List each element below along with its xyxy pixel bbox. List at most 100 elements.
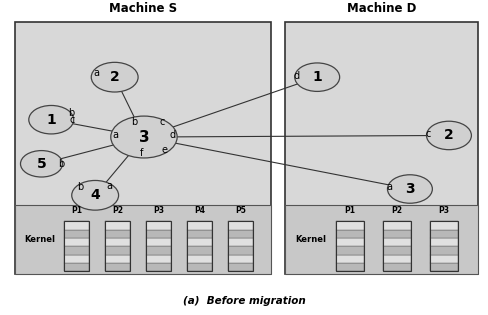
Text: f: f bbox=[140, 148, 143, 158]
Bar bbox=[228, 263, 253, 271]
Bar bbox=[146, 263, 171, 271]
Bar bbox=[430, 230, 458, 238]
Bar bbox=[146, 230, 171, 238]
Bar bbox=[187, 230, 212, 238]
Bar bbox=[285, 22, 478, 274]
Text: 2: 2 bbox=[444, 129, 454, 142]
Text: b: b bbox=[78, 182, 83, 192]
Text: c: c bbox=[160, 117, 165, 127]
Bar bbox=[146, 255, 171, 263]
Bar bbox=[383, 238, 411, 246]
Bar bbox=[285, 205, 478, 274]
Bar bbox=[430, 238, 458, 246]
Bar bbox=[383, 230, 411, 238]
Bar bbox=[105, 230, 130, 238]
Bar bbox=[336, 263, 364, 271]
Text: a: a bbox=[113, 130, 119, 140]
Text: d: d bbox=[169, 130, 175, 140]
Bar bbox=[105, 263, 130, 271]
Text: P5: P5 bbox=[235, 207, 246, 215]
Text: Kernel: Kernel bbox=[24, 235, 56, 244]
Bar bbox=[228, 255, 253, 263]
Text: 3: 3 bbox=[405, 182, 415, 196]
Bar bbox=[64, 238, 89, 246]
Bar bbox=[187, 238, 212, 246]
Text: c: c bbox=[69, 115, 75, 125]
Text: (a)  Before migration: (a) Before migration bbox=[183, 296, 305, 306]
Ellipse shape bbox=[387, 175, 432, 203]
Bar bbox=[105, 238, 130, 246]
Bar bbox=[105, 221, 130, 271]
Bar bbox=[187, 246, 212, 255]
Text: P3: P3 bbox=[153, 207, 164, 215]
Text: P1: P1 bbox=[344, 207, 355, 215]
Bar bbox=[105, 246, 130, 255]
Bar bbox=[336, 230, 364, 238]
Bar bbox=[383, 221, 411, 230]
Text: e: e bbox=[162, 145, 167, 155]
Bar bbox=[15, 22, 271, 274]
Text: P1: P1 bbox=[71, 207, 82, 215]
Text: b: b bbox=[58, 159, 64, 169]
Text: 2: 2 bbox=[110, 70, 120, 84]
Bar bbox=[105, 255, 130, 263]
Bar bbox=[383, 255, 411, 263]
Bar bbox=[430, 263, 458, 271]
Bar bbox=[105, 221, 130, 230]
Text: a: a bbox=[93, 68, 99, 78]
Text: 4: 4 bbox=[90, 188, 100, 202]
Bar bbox=[228, 246, 253, 255]
Bar bbox=[187, 255, 212, 263]
Bar bbox=[146, 238, 171, 246]
Bar bbox=[187, 221, 212, 271]
Ellipse shape bbox=[72, 180, 119, 210]
Bar bbox=[64, 255, 89, 263]
Bar bbox=[146, 221, 171, 230]
Bar bbox=[64, 221, 89, 271]
Text: P2: P2 bbox=[112, 207, 123, 215]
Bar bbox=[228, 230, 253, 238]
Bar bbox=[430, 246, 458, 255]
Ellipse shape bbox=[29, 106, 74, 134]
Bar bbox=[15, 205, 271, 274]
Bar bbox=[430, 221, 458, 230]
Bar bbox=[146, 246, 171, 255]
Text: d: d bbox=[294, 71, 300, 81]
Bar bbox=[336, 221, 364, 271]
Bar bbox=[64, 221, 89, 230]
Text: Machine S: Machine S bbox=[109, 2, 177, 15]
Ellipse shape bbox=[20, 151, 62, 177]
Text: b: b bbox=[131, 117, 137, 127]
Bar bbox=[228, 221, 253, 230]
Text: Machine D: Machine D bbox=[347, 2, 417, 15]
Ellipse shape bbox=[427, 121, 471, 150]
Bar bbox=[383, 221, 411, 271]
Ellipse shape bbox=[91, 62, 138, 92]
Text: c: c bbox=[426, 129, 431, 139]
Text: a: a bbox=[386, 182, 392, 192]
Bar bbox=[64, 246, 89, 255]
Bar bbox=[383, 246, 411, 255]
Bar bbox=[187, 221, 212, 230]
Ellipse shape bbox=[295, 63, 340, 91]
Bar bbox=[336, 221, 364, 230]
Text: P2: P2 bbox=[391, 207, 403, 215]
Bar bbox=[383, 263, 411, 271]
Text: 1: 1 bbox=[46, 113, 56, 127]
Bar bbox=[187, 263, 212, 271]
Text: 5: 5 bbox=[37, 157, 46, 171]
Bar bbox=[146, 221, 171, 271]
Bar bbox=[228, 238, 253, 246]
Text: P4: P4 bbox=[194, 207, 205, 215]
Text: Kernel: Kernel bbox=[295, 235, 326, 244]
Text: a: a bbox=[107, 181, 113, 191]
Text: P3: P3 bbox=[439, 207, 449, 215]
Text: 1: 1 bbox=[312, 70, 322, 84]
Bar bbox=[430, 221, 458, 271]
Ellipse shape bbox=[111, 116, 177, 158]
Text: 3: 3 bbox=[139, 129, 149, 145]
Bar bbox=[430, 255, 458, 263]
Bar bbox=[336, 255, 364, 263]
Bar bbox=[64, 263, 89, 271]
Bar bbox=[64, 230, 89, 238]
